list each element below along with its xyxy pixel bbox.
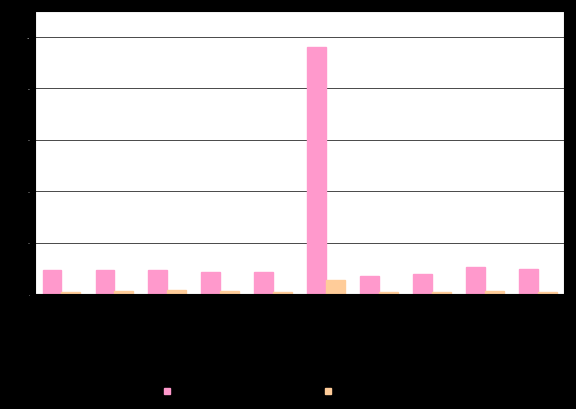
Bar — [379, 292, 397, 294]
Bar — [432, 292, 450, 294]
Bar — [43, 270, 61, 294]
Bar — [414, 274, 432, 294]
Bar — [255, 273, 273, 294]
Bar — [114, 291, 132, 294]
Bar — [202, 273, 220, 294]
Bar — [520, 270, 538, 294]
Bar — [485, 292, 503, 294]
Bar — [167, 291, 185, 294]
Bar — [96, 270, 114, 294]
Bar — [61, 292, 79, 294]
Bar — [149, 270, 167, 294]
Bar — [326, 281, 344, 294]
Bar — [361, 276, 379, 294]
Bar — [467, 267, 485, 294]
Bar — [273, 292, 291, 294]
Bar — [308, 48, 326, 294]
Bar — [538, 292, 556, 294]
Bar — [220, 292, 238, 294]
Legend: Total Maharashtra Population, Urdu Population: Total Maharashtra Population, Urdu Popul… — [160, 382, 416, 400]
